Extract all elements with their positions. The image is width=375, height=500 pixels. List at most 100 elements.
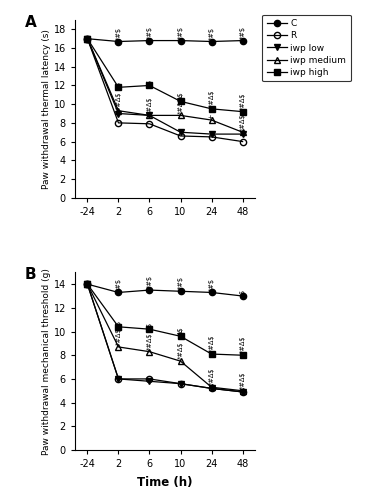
Line: iwp medium: iwp medium [84,36,246,136]
R [240,389,245,395]
C [116,38,121,44]
Text: *#$: *#$ [209,27,214,40]
iwp medium [240,388,245,394]
Text: *#$: *#$ [147,276,153,288]
iwp low [178,380,183,386]
C [209,290,214,296]
C [240,293,245,299]
Line: R: R [84,36,246,144]
Text: $: $ [116,82,122,86]
iwp high [85,281,90,287]
iwp medium [209,117,214,123]
iwp low [85,36,90,42]
iwp high [147,326,152,332]
Text: *#Δ$: *#Δ$ [240,92,246,110]
C [116,290,121,296]
R [147,376,152,382]
iwp medium [209,384,214,390]
Line: C: C [84,281,246,299]
Text: *#$: *#$ [209,278,214,290]
R [147,121,152,127]
iwp high [240,352,245,358]
R [85,36,90,42]
R [209,386,214,392]
C [147,287,152,293]
R [209,134,214,140]
iwp low [85,281,90,287]
Text: *#Δ$: *#Δ$ [147,96,153,114]
iwp low [209,131,214,137]
iwp low [178,129,183,135]
Text: *#$: *#$ [147,26,153,39]
Text: *#Δ$: *#Δ$ [209,90,214,108]
C [240,38,245,44]
iwp medium [85,281,90,287]
C [147,38,152,44]
Y-axis label: Paw withdrawal thermal latency (s): Paw withdrawal thermal latency (s) [42,29,51,189]
Line: iwp medium: iwp medium [84,281,246,394]
Text: *#$: *#$ [116,27,122,40]
R [85,281,90,287]
iwp high [209,351,214,357]
iwp high [209,106,214,112]
Text: *#$: *#$ [116,278,122,290]
iwp low [116,110,121,116]
Line: R: R [84,281,246,395]
R [178,380,183,386]
C [85,36,90,42]
Text: *#Δ$: *#Δ$ [209,368,214,386]
Line: iwp high: iwp high [84,36,246,115]
Text: *#$: *#$ [177,276,183,289]
Text: Time (h): Time (h) [137,476,193,489]
iwp high [178,334,183,340]
iwp low [240,131,245,137]
iwp low [147,378,152,384]
R [116,376,121,382]
iwp low [209,386,214,392]
Text: $: $ [147,80,153,84]
Text: $: $ [240,290,246,294]
iwp high [116,324,121,330]
C [178,288,183,294]
iwp low [147,112,152,118]
iwp high [147,82,152,88]
Text: B: B [25,267,36,282]
Text: *#Δ$: *#Δ$ [177,96,183,114]
iwp medium [85,36,90,42]
R [116,120,121,126]
Text: *#Δ$: *#Δ$ [177,342,183,359]
iwp low [116,376,121,382]
Legend: C, R, iwp low, iwp medium, iwp high: C, R, iwp low, iwp medium, iwp high [262,14,351,82]
Text: *#Δ$: *#Δ$ [209,335,214,352]
iwp medium [116,344,121,350]
Text: *#$: *#$ [240,26,246,39]
Text: Δ$: Δ$ [177,326,183,334]
Text: A: A [25,14,36,30]
iwp medium [240,129,245,135]
Text: *#Δ$: *#Δ$ [116,92,122,110]
R [240,138,245,144]
C [85,281,90,287]
iwp high [178,98,183,104]
Text: *#Δ$: *#Δ$ [147,332,153,350]
Text: *#Δ$: *#Δ$ [240,114,246,131]
C [209,38,214,44]
iwp medium [178,358,183,364]
iwp medium [178,112,183,118]
Text: +: + [209,113,214,118]
Line: iwp high: iwp high [84,281,246,358]
Y-axis label: Paw withdrawal mechanical threshold (g): Paw withdrawal mechanical threshold (g) [42,268,51,454]
Line: iwp low: iwp low [84,36,246,137]
Line: iwp low: iwp low [84,281,246,395]
iwp medium [147,348,152,354]
Text: Δ$: Δ$ [177,92,183,100]
Text: *#Δ$: *#Δ$ [240,372,246,389]
iwp medium [147,112,152,118]
iwp high [240,108,245,114]
C [178,38,183,44]
Line: C: C [84,36,246,44]
Text: *#Δ$: *#Δ$ [240,336,246,353]
iwp medium [116,108,121,114]
iwp high [85,36,90,42]
Text: *#$: *#$ [177,26,183,39]
